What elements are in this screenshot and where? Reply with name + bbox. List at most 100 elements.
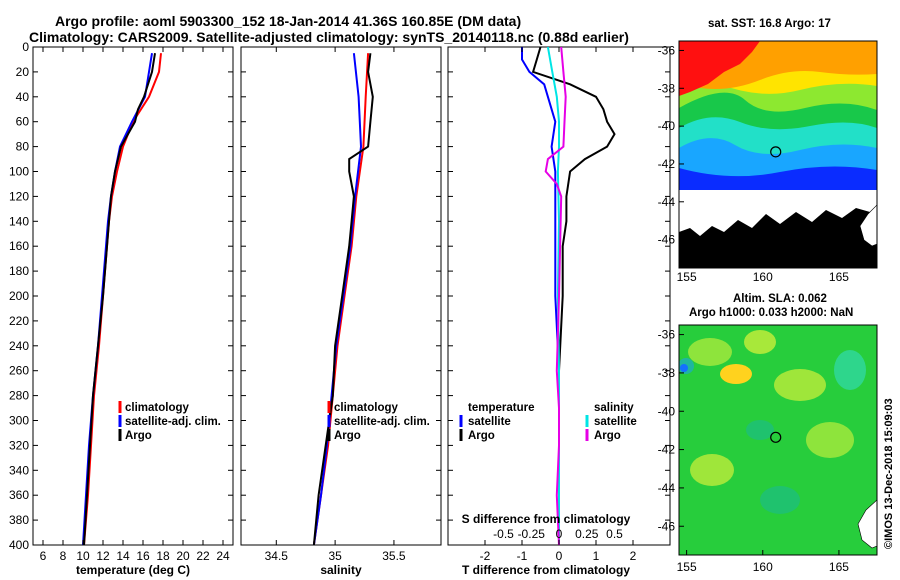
x-tick-label: 35 [328, 549, 342, 563]
depth-tick-label: 300 [9, 414, 29, 428]
legend-satellite-adj: satellite-adj. clim. [334, 416, 430, 428]
map-y-tick-label: -44 [658, 481, 676, 495]
salinity-legend: climatology satellite-adj. clim. Argo [327, 401, 430, 442]
sla-patch [746, 420, 774, 440]
x-tick-label: 0 [556, 549, 563, 563]
sla-map-title: Altim. SLA: 0.062 [733, 293, 827, 305]
depth-tick-label: 360 [9, 488, 29, 502]
x-tick-label: 18 [156, 549, 170, 563]
x-tick-label: 20 [176, 549, 190, 563]
x-tick-label: 0.25 [575, 527, 599, 541]
x-tick-label: 0.5 [606, 527, 623, 541]
x-tick-label: 35.5 [382, 549, 406, 563]
sla-map-axes [678, 324, 878, 556]
x-tick-label: 24 [216, 549, 230, 563]
sla-patch [688, 338, 732, 366]
x-tick-label: -0.5 [493, 527, 514, 541]
sst-map-ticks: 155 160 165 -36 -38 -40 -42 -44 -46 [658, 43, 850, 284]
x-tick-label: 16 [136, 549, 150, 563]
map-y-tick-label: -40 [658, 119, 676, 133]
depth-tick-label: 280 [9, 389, 29, 403]
sla-coastline [857, 499, 877, 549]
depth-tick-label: 160 [9, 239, 29, 253]
depth-tick-label: 220 [9, 314, 29, 328]
sst-map-axes [678, 40, 878, 269]
series-line-salinity-argo [544, 47, 567, 545]
depth-tick-label: 120 [9, 189, 29, 203]
sla-map-ticks: 155 160 165 -36 -38 -40 -42 -44 -46 [658, 328, 850, 574]
legend-temperature-title: temperature [468, 402, 534, 414]
depth-tick-label: 20 [16, 65, 30, 79]
x-tick-label: 6 [40, 549, 47, 563]
x-tick-label: -0.25 [518, 527, 546, 541]
title-line-2: Climatology: CARS2009. Satellite-adjuste… [29, 29, 629, 45]
legend-s-satellite: satellite [594, 416, 637, 428]
map-y-tick-label: -42 [658, 157, 676, 171]
map-y-tick-label: -46 [658, 519, 676, 533]
depth-tick-label: 380 [9, 513, 29, 527]
map-y-tick-label: -46 [658, 233, 676, 247]
depth-tick-label: 240 [9, 339, 29, 353]
map-x-tick-label: 160 [753, 270, 773, 284]
map-y-tick-label: -38 [658, 366, 676, 380]
temperature-legend: climatology satellite-adj. clim. Argo [118, 401, 221, 442]
legend-argo: Argo [125, 430, 152, 442]
legend-t-satellite: satellite [468, 416, 511, 428]
sla-patch [744, 330, 776, 354]
depth-tick-label: 260 [9, 364, 29, 378]
legend-satellite-adj: satellite-adj. clim. [125, 416, 221, 428]
watermark: ©IMOS 13-Dec-2018 15:09:03 [883, 398, 895, 549]
x-tick-label: 22 [196, 549, 210, 563]
x-tick-label: -2 [480, 549, 491, 563]
sla-patch [774, 369, 826, 401]
depth-tick-label: 320 [9, 438, 29, 452]
x-tick-label: 34.5 [265, 549, 289, 563]
x-tick-label: -1 [517, 549, 528, 563]
x-tick-label: 8 [60, 549, 67, 563]
sla-patch [806, 422, 854, 458]
legend-climatology: climatology [125, 402, 190, 414]
sst-coastline [859, 204, 877, 247]
difference-legend: temperature satellite Argo salinity sate… [459, 402, 637, 442]
sla-patch [760, 486, 800, 514]
sla-map-field [679, 325, 877, 555]
series-line-argo [83, 53, 156, 545]
sla-patch [680, 364, 688, 372]
legend-t-argo: Argo [468, 430, 495, 442]
depth-tick-label: 180 [9, 264, 29, 278]
depth-tick-label: 100 [9, 165, 29, 179]
depth-tick-label: 340 [9, 463, 29, 477]
map-y-tick-label: -38 [658, 81, 676, 95]
sla-patch [720, 364, 752, 384]
sla-map-subtitle: Argo h1000: 0.033 h2000: NaN [689, 307, 853, 319]
x-tick-labels: 6 8 10 12 14 16 18 20 22 24 34.5 35 35.5 -2 -1 0 1 2-0.5-… [40, 47, 637, 563]
map-y-tick-label: -36 [658, 43, 676, 57]
series-line-satellite-adj-clim- [312, 53, 363, 545]
x-tick-label: 0 [556, 527, 563, 541]
sla-patch [834, 350, 866, 390]
map-x-tick-label: 165 [829, 270, 849, 284]
sst-map-title: sat. SST: 16.8 Argo: 17 [708, 18, 831, 30]
map-x-tick-label: 160 [753, 560, 773, 574]
map-x-tick-label: 165 [829, 560, 849, 574]
legend-climatology: climatology [334, 402, 399, 414]
s-difference-xlabel: S difference from climatology [462, 512, 631, 526]
depth-tick-labels: 0 20 40 60 80 100 120 140 160 180 200 220 240 260 280 3… [9, 40, 670, 552]
salinity-axes [240, 46, 442, 546]
x-tick-label: 14 [116, 549, 130, 563]
temperature-plot [82, 53, 162, 545]
title-line-1: Argo profile: aoml 5903300_152 18-Jan-20… [55, 13, 521, 29]
depth-tick-label: 0 [22, 40, 29, 54]
depth-tick-label: 60 [16, 115, 30, 129]
legend-s-argo: Argo [594, 430, 621, 442]
sst-band-red [679, 41, 760, 96]
legend-salinity-title: salinity [594, 402, 634, 414]
legend-argo: Argo [334, 430, 361, 442]
sst-map-field [679, 41, 877, 268]
map-y-tick-label: -42 [658, 443, 676, 457]
x-tick-label: 10 [76, 549, 90, 563]
temperature-xlabel: temperature (deg C) [76, 563, 190, 577]
salinity-xlabel: salinity [320, 563, 362, 577]
depth-tick-label: 80 [16, 140, 30, 154]
